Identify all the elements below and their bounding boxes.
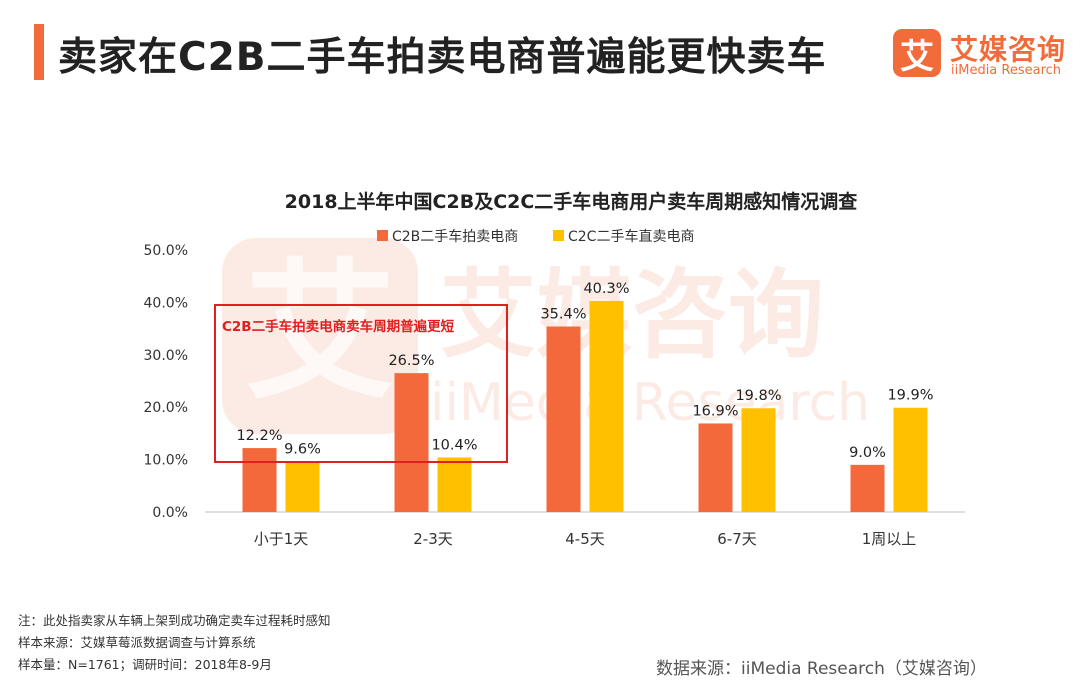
legend-swatch <box>377 230 388 241</box>
data-label: 9.0% <box>849 445 886 461</box>
watermark-logo-mark: 艾 <box>245 246 395 420</box>
watermark-name-cn: 艾媒咨询 <box>440 259 824 371</box>
legend-label: C2C二手车直卖电商 <box>568 228 694 245</box>
chart-title: 2018上半年中国C2B及C2C二手车电商用户卖车周期感知情况调查 <box>285 190 859 213</box>
data-source: 数据来源：iiMedia Research（艾媒咨询） <box>656 659 987 679</box>
x-tick-label: 4-5天 <box>565 530 605 548</box>
legend-swatch <box>553 230 564 241</box>
y-tick-label: 20.0% <box>144 400 188 416</box>
data-label: 9.6% <box>284 442 321 458</box>
bar <box>285 461 320 512</box>
data-label: 35.4% <box>540 307 586 323</box>
logo-icon: 艾 <box>893 29 941 77</box>
bar <box>437 457 472 512</box>
bar <box>589 300 624 512</box>
footnotes: 注：此处指卖家从车辆上架到成功确定卖车过程耗时感知 样本来源：艾媒草莓派数据调查… <box>18 610 331 676</box>
bar-chart: 艾艾媒咨询iiMedia Research 2018上半年中国C2B及C2C二手车… <box>144 190 965 548</box>
x-tick-label: 1周以上 <box>862 530 917 548</box>
x-tick-label: 小于1天 <box>254 530 309 548</box>
bar <box>394 373 429 512</box>
logo-name-en: iiMedia Research <box>951 63 1062 78</box>
bar <box>546 326 581 512</box>
watermark-logo-box <box>222 238 418 434</box>
logo-name-cn: 艾媒咨询 <box>950 33 1067 66</box>
y-tick-label: 40.0% <box>144 295 188 311</box>
annotation-box <box>214 304 508 463</box>
annotation-text: C2B二手车拍卖电商卖车周期普遍更短 <box>222 318 455 335</box>
bar <box>741 408 776 512</box>
data-label: 40.3% <box>583 281 629 297</box>
data-label: 19.9% <box>887 388 933 404</box>
legend-label: C2B二手车拍卖电商 <box>392 228 518 245</box>
footnote: 样本量：N=1761；调研时间：2018年8-9月 <box>18 657 272 672</box>
bar <box>850 464 885 512</box>
data-label: 10.4% <box>431 438 477 454</box>
y-tick-label: 30.0% <box>144 348 188 364</box>
footnote: 样本来源：艾媒草莓派数据调查与计算系统 <box>18 635 256 650</box>
page-title: 卖家在C2B二手车拍卖电商普遍能更快卖车 <box>58 35 827 80</box>
data-label: 19.8% <box>735 388 781 404</box>
data-label: 26.5% <box>388 353 434 369</box>
bar <box>242 448 277 512</box>
y-tick-label: 0.0% <box>152 505 188 521</box>
bar <box>893 407 928 512</box>
data-label: 16.9% <box>692 403 738 419</box>
footnote: 注：此处指卖家从车辆上架到成功确定卖车过程耗时感知 <box>18 613 331 628</box>
x-tick-label: 6-7天 <box>717 530 757 548</box>
x-tick-label: 2-3天 <box>413 530 453 548</box>
bar <box>698 423 733 512</box>
data-label: 12.2% <box>236 428 282 444</box>
watermark-name-en: iiMedia Research <box>430 373 870 433</box>
y-tick-label: 10.0% <box>144 453 188 469</box>
y-tick-label: 50.0% <box>144 243 188 259</box>
title-accent-bar <box>34 24 44 80</box>
